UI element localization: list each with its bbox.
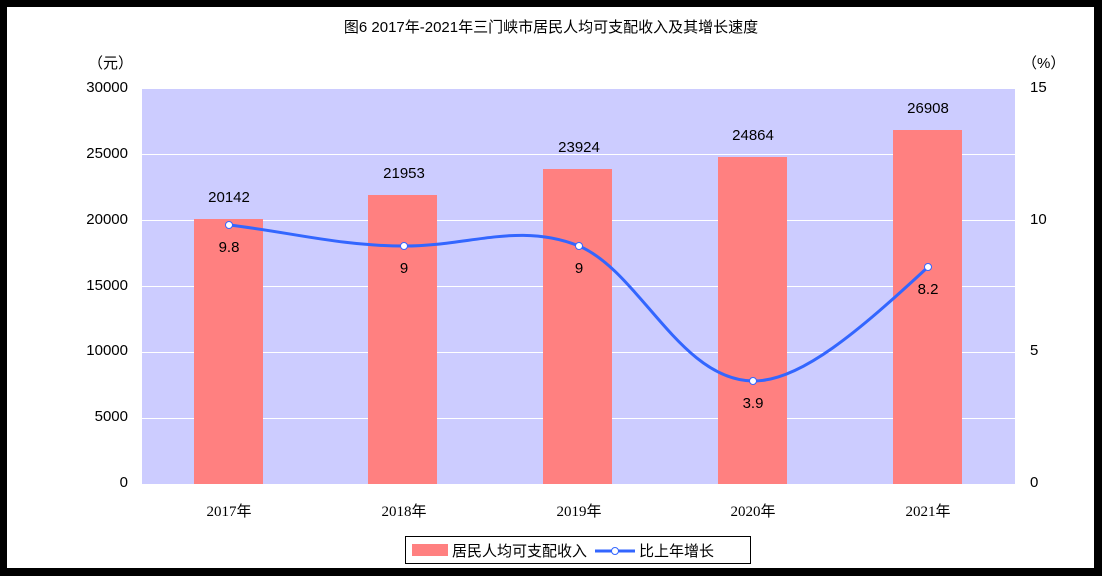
bar-2020 — [718, 157, 787, 484]
bar-value-label: 24864 — [732, 127, 774, 144]
growth-value-label: 9 — [574, 260, 584, 277]
growth-value-label: 3.9 — [742, 395, 764, 412]
left-tick: 15000 — [86, 277, 128, 294]
right-axis-unit: （%） — [1022, 55, 1066, 72]
x-axis-label: 2020年 — [730, 504, 776, 520]
left-tick: 5000 — [94, 408, 128, 425]
left-tick: 0 — [119, 474, 128, 491]
plot-area — [142, 89, 1015, 484]
right-tick: 0 — [1030, 474, 1039, 491]
left-tick: 20000 — [86, 211, 128, 228]
growth-value-label: 9.8 — [218, 239, 240, 256]
growth-value-label: 8.2 — [917, 281, 939, 298]
chart-legend: 居民人均可支配收入 比上年增长 — [405, 536, 751, 564]
right-tick: 15 — [1030, 79, 1047, 96]
x-axis-label: 2017年 — [206, 504, 252, 520]
legend-bar-label: 居民人均可支配收入 — [452, 542, 588, 560]
legend-line-label: 比上年增长 — [639, 542, 715, 560]
chart-title: 图6 2017年-2021年三门峡市居民人均可支配收入及其增长速度 — [343, 19, 759, 36]
bar-2021 — [893, 130, 962, 484]
x-axis-label: 2018年 — [381, 504, 427, 520]
right-tick: 5 — [1030, 342, 1039, 359]
line-marker-icon — [595, 544, 636, 556]
growth-value-label: 9 — [399, 260, 409, 277]
gridline — [142, 154, 1015, 155]
right-tick: 10 — [1030, 211, 1047, 228]
left-tick: 10000 — [86, 342, 128, 359]
x-axis-label: 2021年 — [905, 504, 951, 520]
bar-2019 — [543, 169, 612, 484]
bar-value-label: 26908 — [907, 100, 949, 117]
bar-swatch-icon — [412, 544, 448, 556]
bar-2017 — [194, 219, 263, 484]
bar-value-label: 21953 — [383, 165, 425, 182]
left-axis-unit: （元） — [88, 55, 134, 72]
left-tick: 25000 — [86, 145, 128, 162]
bar-value-label: 20142 — [208, 189, 250, 206]
x-axis-label: 2019年 — [556, 504, 602, 520]
left-tick: 30000 — [86, 79, 128, 96]
bar-value-label: 23924 — [558, 139, 600, 156]
